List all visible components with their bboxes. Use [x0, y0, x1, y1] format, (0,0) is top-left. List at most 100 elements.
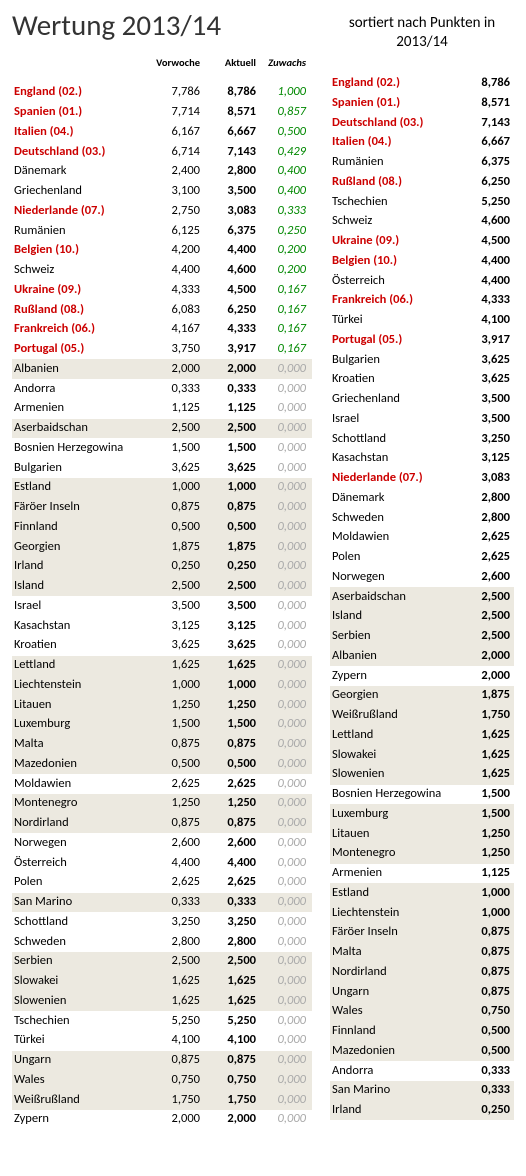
current-value: 5,250: [200, 1014, 256, 1029]
current-value: 4,400: [200, 856, 256, 871]
current-value: 8,786: [460, 76, 510, 91]
table-row: Armenien1,1251,1250,000: [12, 399, 312, 419]
country-name: Luxemburg: [14, 717, 144, 732]
table-row: Finnland0,500: [330, 1022, 514, 1042]
table-row: Norwegen2,600: [330, 567, 514, 587]
prev-value: 4,200: [144, 243, 200, 258]
country-name: Schottland: [14, 915, 144, 930]
current-value: 1,750: [460, 708, 510, 723]
table-row: Spanien (01.)8,571: [330, 93, 514, 113]
country-name: Zypern: [14, 1112, 144, 1127]
table-row: Malta0,8750,8750,000: [12, 735, 312, 755]
current-value: 0,333: [460, 1064, 510, 1079]
country-name: Rußland (08.): [14, 303, 144, 318]
growth-value: 0,000: [256, 441, 306, 456]
country-name: Niederlande (07.): [332, 471, 460, 486]
prev-value: 0,875: [144, 1053, 200, 1068]
current-value: 3,125: [200, 619, 256, 634]
table-row: Schottland3,250: [330, 429, 514, 449]
country-name: Ungarn: [332, 985, 460, 1000]
current-value: 2,500: [460, 629, 510, 644]
country-name: Island: [332, 609, 460, 624]
country-name: Österreich: [332, 274, 460, 289]
current-value: 0,875: [200, 1053, 256, 1068]
current-value: 1,250: [200, 796, 256, 811]
prev-value: 1,500: [144, 441, 200, 456]
table-row: Tschechien5,2505,2500,000: [12, 1011, 312, 1031]
current-value: 0,750: [460, 1004, 510, 1019]
current-value: 0,333: [200, 382, 256, 397]
prev-value: 3,500: [144, 599, 200, 614]
current-value: 7,143: [460, 116, 510, 131]
hdr-growth: Zuwachs: [256, 56, 306, 69]
table-row: Mazedonien0,500: [330, 1041, 514, 1061]
growth-value: 0,000: [256, 816, 306, 831]
current-value: 2,600: [460, 570, 510, 585]
table-row: Liechtenstein1,0001,0000,000: [12, 675, 312, 695]
current-value: 4,400: [460, 254, 510, 269]
prev-value: 3,250: [144, 915, 200, 930]
prev-value: 1,750: [144, 1093, 200, 1108]
current-value: 1,500: [460, 807, 510, 822]
country-name: Serbien: [332, 629, 460, 644]
prev-value: 1,625: [144, 994, 200, 1009]
table-row: Luxemburg1,500: [330, 804, 514, 824]
current-value: 0,250: [200, 559, 256, 574]
current-value: 1,000: [460, 906, 510, 921]
right-table: sortiert nach Punkten in 2013/14 England…: [330, 10, 514, 1130]
current-value: 3,083: [460, 471, 510, 486]
growth-value: 0,000: [256, 500, 306, 515]
current-value: 0,875: [460, 945, 510, 960]
table-row: Rußland (08.)6,0836,2500,167: [12, 300, 312, 320]
country-name: Zypern: [332, 669, 460, 684]
growth-value: 0,167: [256, 283, 306, 298]
table-row: Wales0,750: [330, 1002, 514, 1022]
current-value: 2,500: [200, 954, 256, 969]
table-row: Montenegro1,250: [330, 844, 514, 864]
country-name: San Marino: [332, 1083, 460, 1098]
country-name: Moldawien: [14, 777, 144, 792]
country-name: Dänemark: [14, 164, 144, 179]
table-row: San Marino0,3330,3330,000: [12, 893, 312, 913]
current-value: 1,625: [200, 994, 256, 1009]
growth-value: 0,857: [256, 105, 306, 120]
table-row: Estland1,000: [330, 883, 514, 903]
table-row: Bosnien Herzegowina1,500: [330, 785, 514, 805]
current-value: 0,500: [200, 520, 256, 535]
growth-value: 0,000: [256, 540, 306, 555]
table-row: Island2,5002,5000,000: [12, 577, 312, 597]
table-row: Kroatien3,625: [330, 370, 514, 390]
country-name: Griechenland: [14, 184, 144, 199]
table-row: Polen2,6252,6250,000: [12, 873, 312, 893]
table-row: Aserbaidschan2,5002,5000,000: [12, 419, 312, 439]
table-row: Türkei4,1004,1000,000: [12, 1031, 312, 1051]
table-row: Belgien (10.)4,400: [330, 251, 514, 271]
table-row: Tschechien5,250: [330, 192, 514, 212]
left-header-row: Vorwoche Aktuell Zuwachs: [12, 56, 312, 69]
country-name: Kroatien: [14, 638, 144, 653]
country-name: Montenegro: [14, 796, 144, 811]
country-name: Finnland: [14, 520, 144, 535]
growth-value: 0,000: [256, 895, 306, 910]
current-value: 1,625: [200, 658, 256, 673]
prev-value: 6,125: [144, 224, 200, 239]
table-row: Andorra0,333: [330, 1061, 514, 1081]
current-value: 3,917: [200, 342, 256, 357]
left-table: Wertung 2013/14 Vorwoche Aktuell Zuwachs…: [12, 10, 312, 1130]
country-name: Estland: [332, 886, 460, 901]
current-value: 4,500: [200, 283, 256, 298]
table-row: Slowenien1,625: [330, 765, 514, 785]
growth-value: 0,000: [256, 678, 306, 693]
table-row: Rußland (08.)6,250: [330, 172, 514, 192]
country-name: Spanien (01.): [14, 105, 144, 120]
table-row: Schweden2,800: [330, 508, 514, 528]
country-name: Rumänien: [14, 224, 144, 239]
prev-value: 5,250: [144, 1014, 200, 1029]
prev-value: 0,333: [144, 382, 200, 397]
current-value: 1,250: [460, 827, 510, 842]
table-row: Montenegro1,2501,2500,000: [12, 794, 312, 814]
growth-value: 0,000: [256, 1112, 306, 1127]
current-value: 1,125: [460, 866, 510, 881]
table-row: Portugal (05.)3,917: [330, 330, 514, 350]
growth-value: 0,000: [256, 836, 306, 851]
